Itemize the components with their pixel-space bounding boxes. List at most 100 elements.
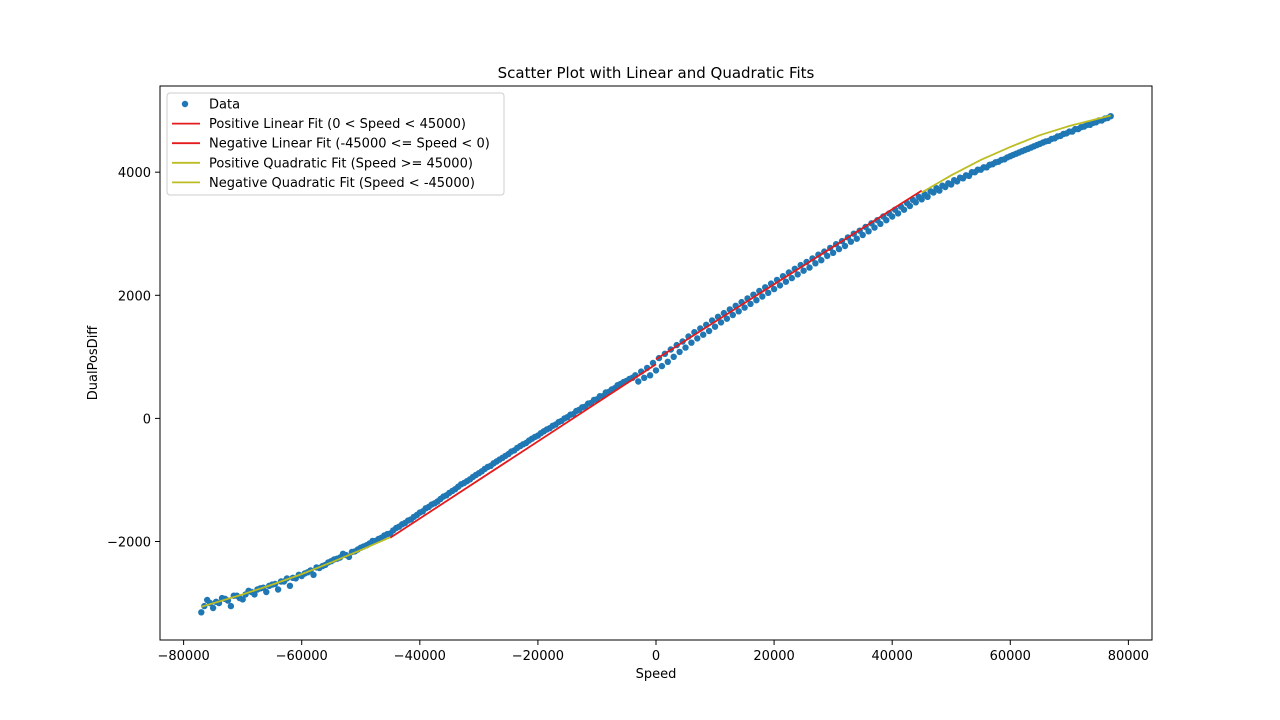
- data-point: [682, 344, 689, 351]
- data-point: [1057, 132, 1064, 140]
- data-point: [646, 372, 654, 379]
- data-point: [688, 339, 695, 346]
- data-point: [460, 479, 468, 487]
- data-point: [1080, 123, 1088, 130]
- data-point: [658, 362, 666, 370]
- x-tick-label: 80000: [1108, 649, 1149, 664]
- data-point: [384, 530, 391, 538]
- legend-label: Negative Linear Fit (-45000 <= Speed < 0…: [209, 137, 490, 152]
- data-point: [835, 245, 843, 253]
- data-point: [968, 169, 976, 176]
- data-point: [407, 516, 415, 523]
- data-point: [590, 396, 598, 404]
- data-point: [1086, 121, 1094, 128]
- fit-line-4: [201, 536, 391, 608]
- data-point: [1069, 128, 1076, 135]
- x-axis: −80000 −60000 −40000 −20000 0 20000 40000 60000…: [157, 640, 1149, 664]
- data-point: [449, 487, 456, 495]
- data-point: [390, 527, 397, 534]
- data-point: [395, 523, 403, 530]
- x-tick-label: −80000: [157, 649, 209, 664]
- data-point: [198, 609, 205, 616]
- data-point: [472, 471, 480, 479]
- data-point: [1027, 144, 1035, 151]
- data-point: [986, 161, 993, 168]
- data-point: [927, 188, 934, 195]
- data-point: [723, 315, 731, 322]
- y-tick-label: 0: [143, 412, 151, 427]
- data-point: [939, 182, 946, 189]
- data-point: [818, 257, 825, 264]
- data-point: [378, 534, 385, 541]
- data-point: [602, 389, 609, 396]
- y-tick-label: 4000: [118, 166, 151, 181]
- data-point: [478, 468, 485, 475]
- data-point: [401, 519, 409, 527]
- data-point: [1063, 130, 1070, 137]
- data-point: [853, 235, 860, 242]
- data-point: [776, 282, 784, 289]
- x-tick-label: 20000: [753, 649, 794, 664]
- data-point: [770, 285, 778, 293]
- data-point: [484, 463, 491, 471]
- data-point: [1021, 146, 1029, 154]
- x-tick-label: −60000: [276, 649, 328, 664]
- data-point: [915, 193, 922, 200]
- data-point: [945, 180, 952, 187]
- x-tick-label: 40000: [872, 649, 913, 664]
- y-tick-label: −2000: [107, 536, 151, 551]
- data-point: [788, 274, 795, 282]
- x-tick-label: −40000: [394, 649, 446, 664]
- data-point: [1010, 151, 1017, 159]
- data-point: [561, 415, 568, 422]
- data-point: [555, 418, 562, 426]
- data-point: [747, 300, 754, 308]
- data-point: [584, 400, 592, 407]
- data-point: [1004, 154, 1011, 161]
- plot-area: [198, 113, 1114, 616]
- chart-title: Scatter Plot with Linear and Quadratic F…: [498, 64, 815, 82]
- data-point: [641, 374, 648, 381]
- data-point: [806, 264, 813, 271]
- data-point: [525, 437, 533, 444]
- data-point: [1015, 149, 1023, 156]
- y-axis-label: DualPosDiff: [86, 325, 101, 401]
- data-point: [466, 476, 474, 483]
- data-point: [717, 319, 725, 326]
- data-point: [543, 426, 550, 433]
- data-point: [974, 166, 981, 173]
- y-axis: −2000 0 2000 4000: [107, 166, 160, 551]
- fit-line-3: [921, 114, 1111, 194]
- data-point: [519, 441, 527, 448]
- x-tick-label: 0: [652, 649, 660, 664]
- data-point: [735, 308, 742, 315]
- data-point: [998, 156, 1005, 164]
- data-point: [700, 331, 707, 338]
- data-point: [841, 242, 849, 250]
- data-point: [956, 174, 964, 181]
- data-point: [711, 323, 719, 330]
- data-point: [676, 348, 683, 356]
- data-point: [670, 353, 677, 360]
- data-point: [694, 335, 701, 342]
- data-point: [537, 430, 545, 437]
- data-point: [490, 460, 497, 467]
- data-point: [443, 492, 450, 499]
- data-point: [800, 267, 807, 274]
- data-point: [227, 602, 235, 610]
- data-point: [794, 271, 801, 278]
- data-point: [274, 586, 282, 593]
- data-point: [455, 483, 462, 490]
- data-point: [614, 382, 621, 389]
- legend-label: Data: [209, 98, 240, 113]
- data-point: [425, 503, 432, 511]
- data-point: [705, 327, 713, 335]
- data-point: [514, 444, 521, 452]
- data-point: [1051, 135, 1058, 142]
- data-point: [1039, 139, 1047, 146]
- data-point: [753, 297, 760, 304]
- data-point: [209, 604, 217, 612]
- legend: Data Positive Linear Fit (0 < Speed < 450…: [166, 92, 505, 196]
- data-point: [573, 407, 580, 415]
